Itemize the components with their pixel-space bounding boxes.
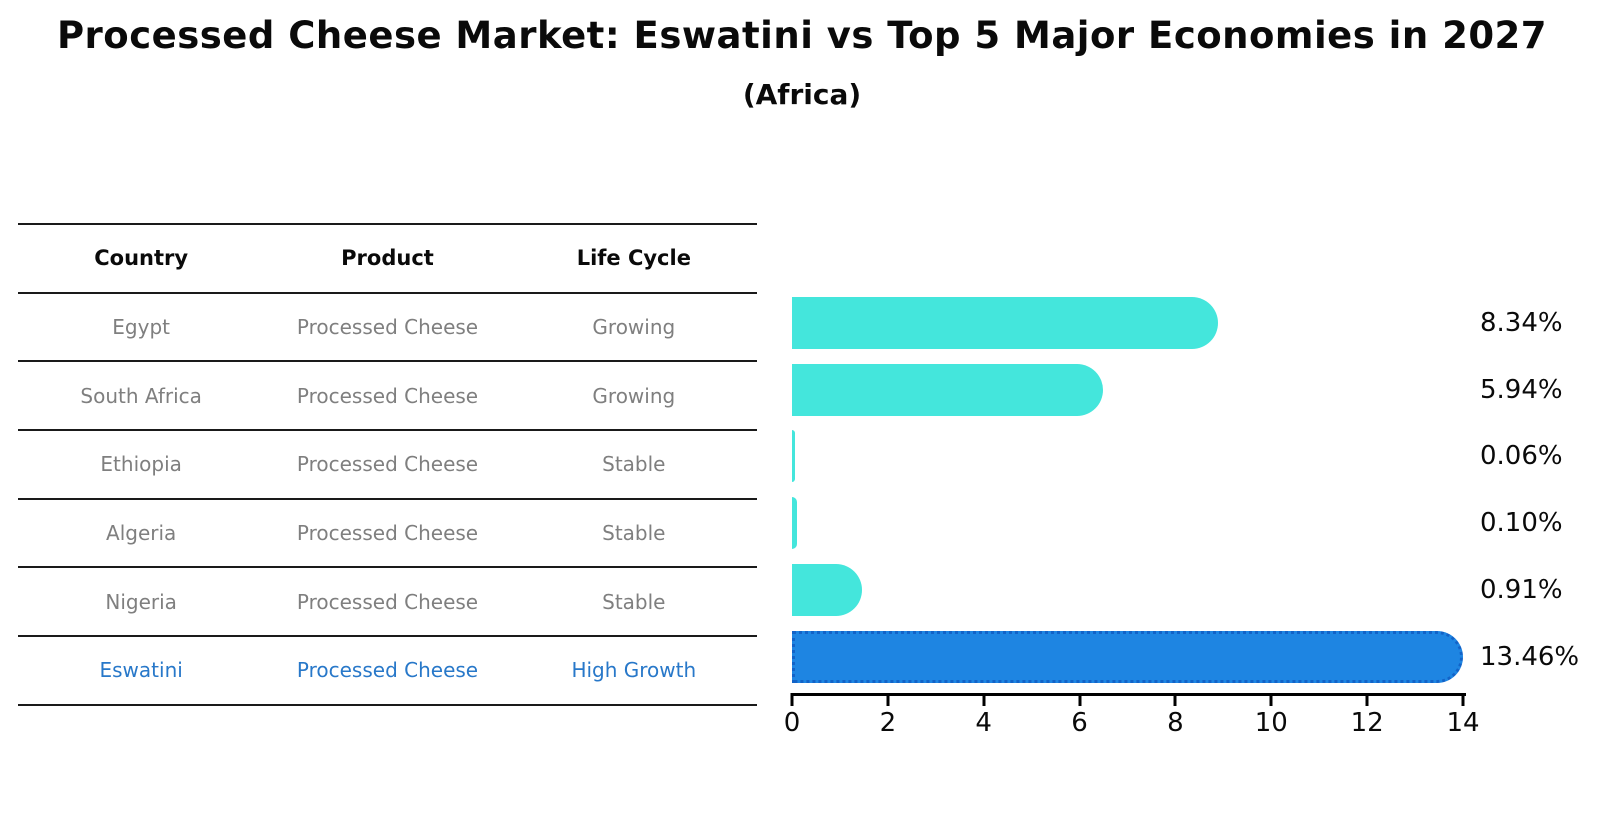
cell-product: Processed Cheese xyxy=(296,589,479,614)
cell-life-cycle: Stable xyxy=(602,452,666,477)
x-tick-2 xyxy=(886,693,890,706)
table-row-nigeria: Nigeria Processed Cheese Stable xyxy=(18,566,757,635)
table-row-south-africa: South Africa Processed Cheese Growing xyxy=(18,360,757,429)
cell-life-cycle: Growing xyxy=(592,315,676,340)
cell-product: Processed Cheese xyxy=(296,315,479,340)
value-label-algeria: 0.10% xyxy=(1480,508,1563,539)
chart-subtitle: (Africa) xyxy=(742,78,862,111)
bar-algeria xyxy=(792,497,797,550)
x-tick-label-8: 8 xyxy=(1167,708,1184,738)
cell-life-cycle: Stable xyxy=(602,589,666,614)
cell-life-cycle: Stable xyxy=(602,521,666,546)
x-tick-label-0: 0 xyxy=(783,708,801,738)
x-tick-8 xyxy=(1173,693,1177,706)
country-table: Country Product Life Cycle Egypt Process… xyxy=(18,223,757,706)
cell-country: South Africa xyxy=(80,383,202,408)
table-row-algeria: Algeria Processed Cheese Stable xyxy=(18,497,757,567)
x-tick-label-6: 6 xyxy=(1071,708,1088,738)
bar-nigeria xyxy=(792,563,862,616)
value-label-ethiopia: 0.06% xyxy=(1480,441,1563,472)
x-tick-label-14: 14 xyxy=(1446,708,1480,738)
x-tick-0 xyxy=(790,693,794,706)
table-row-ethiopia: Ethiopia Processed Cheese Stable xyxy=(18,429,757,498)
x-tick-6 xyxy=(1078,693,1082,706)
chart-title: Processed Cheese Market: Eswatini vs Top… xyxy=(56,14,1548,57)
x-axis-line xyxy=(792,693,1466,696)
cell-product: Processed Cheese xyxy=(296,658,479,683)
cell-country: Nigeria xyxy=(105,589,177,614)
x-tick-4 xyxy=(982,693,986,706)
bar-eswatini xyxy=(792,630,1464,683)
cell-country: Egypt xyxy=(112,315,171,340)
bar-egypt xyxy=(792,297,1218,350)
x-tick-label-4: 4 xyxy=(975,708,992,738)
cell-life-cycle: Growing xyxy=(592,383,676,408)
bar-south-africa xyxy=(792,363,1103,416)
value-label-eswatini: 13.46% xyxy=(1480,641,1580,672)
value-label-nigeria: 0.91% xyxy=(1480,574,1563,605)
cell-life-cycle: High Growth xyxy=(571,658,697,683)
value-label-egypt: 8.34% xyxy=(1480,308,1563,339)
cell-product: Processed Cheese xyxy=(296,521,479,546)
x-tick-14 xyxy=(1461,693,1465,706)
x-tick-10 xyxy=(1269,693,1273,706)
x-tick-label-2: 2 xyxy=(879,708,897,738)
header-product: Product xyxy=(341,246,434,271)
x-tick-label-10: 10 xyxy=(1254,708,1288,738)
cell-product: Processed Cheese xyxy=(296,452,479,477)
table-row-eswatini: Eswatini Processed Cheese High Growth xyxy=(18,635,757,706)
table-row-egypt: Egypt Processed Cheese Growing xyxy=(18,291,757,361)
bar-ethiopia xyxy=(792,430,795,483)
cell-country: Eswatini xyxy=(99,658,183,683)
x-tick-label-12: 12 xyxy=(1350,708,1384,738)
table-header-row: Country Product Life Cycle xyxy=(18,223,757,292)
value-label-south-africa: 5.94% xyxy=(1480,374,1563,405)
cell-product: Processed Cheese xyxy=(296,383,479,408)
cell-country: Ethiopia xyxy=(100,452,182,477)
cell-country: Algeria xyxy=(106,521,177,546)
header-country: Country xyxy=(94,246,189,271)
header-life-cycle: Life Cycle xyxy=(576,246,691,271)
x-tick-12 xyxy=(1365,693,1369,706)
